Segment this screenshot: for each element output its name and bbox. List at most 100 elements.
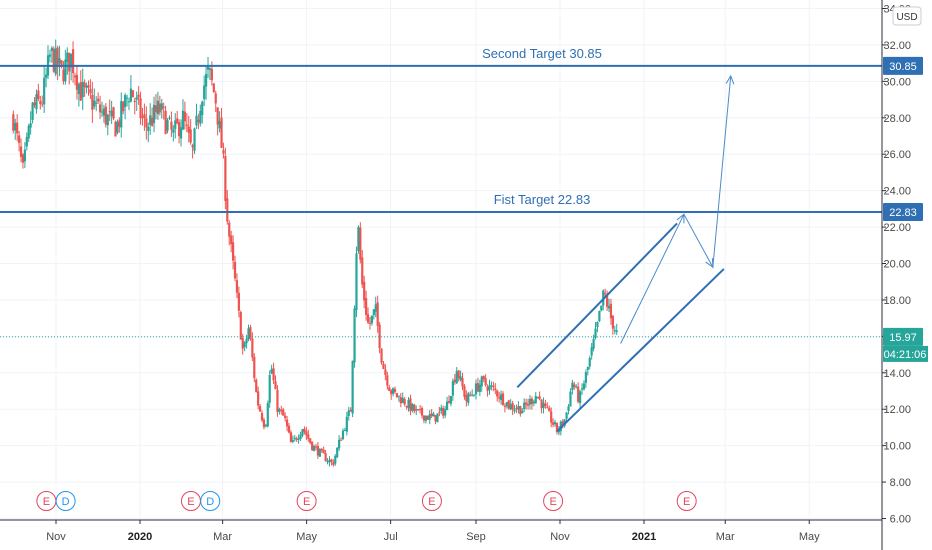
time-tick-label: 2021 (632, 531, 656, 543)
candle-body (390, 390, 393, 395)
price-tick-label: 28.00 (883, 113, 911, 125)
price-tick-label: 8.00 (890, 477, 911, 489)
candle-body (353, 308, 356, 363)
earnings-event-marker[interactable] (543, 491, 564, 511)
candle-body (19, 146, 23, 157)
candle-body (417, 409, 420, 411)
candle-body (472, 395, 476, 397)
level-price-tag (883, 56, 923, 75)
candle-body (496, 390, 499, 397)
candle-body (178, 122, 181, 137)
candle-body (528, 398, 532, 405)
candle-body (239, 312, 242, 340)
candle-body (577, 386, 580, 402)
candle-body (399, 397, 402, 404)
candle-body (43, 77, 46, 105)
candle-body (287, 425, 291, 433)
candle-body (133, 100, 136, 103)
candle-body (363, 281, 366, 301)
time-tick-label: Sep (466, 531, 486, 543)
candle-body (420, 408, 424, 416)
candle-body (523, 402, 526, 410)
target-level-label[interactable]: Second Target 30.85 (482, 46, 602, 61)
dividend-event-marker[interactable] (200, 491, 221, 511)
candle-body (237, 292, 240, 311)
candle-body (380, 348, 383, 363)
candle-body (116, 121, 119, 133)
candle-body (278, 408, 281, 412)
candle-body (370, 315, 373, 324)
candle-body (384, 369, 387, 376)
candle-body (600, 305, 603, 311)
earnings-event-marker[interactable] (421, 491, 442, 511)
candle-body (413, 404, 416, 412)
candle-body (104, 106, 107, 125)
candle-body (21, 154, 25, 163)
candle-body (546, 406, 549, 408)
candle-body (83, 82, 86, 87)
candle-body (555, 422, 559, 433)
currency-badge-text: USD (896, 12, 917, 23)
trend-channel-line (516, 222, 678, 389)
candle-body (465, 395, 468, 402)
candle-body (235, 280, 239, 293)
candle-body (195, 115, 198, 126)
candle-body (430, 413, 433, 416)
earnings-event-marker[interactable] (296, 491, 317, 511)
candle-body (206, 66, 210, 70)
target-level-label[interactable]: Fist Target 22.83 (494, 192, 591, 207)
candle-body (204, 73, 208, 87)
candle-body (31, 102, 34, 120)
candle-body (571, 382, 574, 390)
candle-body (85, 85, 88, 88)
candle-body (521, 410, 524, 414)
time-tick-label: Nov (550, 531, 570, 543)
candle-body (534, 396, 537, 404)
event-marker-letter: D (62, 496, 70, 508)
candle-body (432, 413, 435, 417)
candle-body (339, 439, 343, 441)
candle-body (357, 227, 360, 252)
candle-body (197, 119, 200, 122)
candle-body (208, 68, 212, 70)
candle-body (393, 389, 397, 392)
candle-body (480, 376, 483, 387)
candle-body (71, 49, 75, 74)
candle-body (586, 366, 589, 370)
candle-body (347, 410, 350, 417)
price-tick-label: 6.00 (890, 514, 911, 526)
candle-body (212, 83, 215, 93)
drawings[interactable]: Second Target 30.85 Fist Target 22.83 (0, 46, 882, 432)
price-tick-label: 18.00 (883, 295, 911, 307)
candle-body (68, 52, 71, 72)
candle-body (403, 399, 406, 405)
candle-body (609, 303, 613, 319)
candle-body (517, 406, 520, 410)
time-tick-label: 2020 (128, 531, 152, 543)
currency-badge[interactable] (892, 6, 922, 26)
dividend-event-marker[interactable] (55, 491, 76, 511)
earnings-event-marker[interactable] (676, 491, 697, 511)
candle-body (538, 396, 541, 400)
candle-body (158, 103, 161, 113)
projection-arrowhead (676, 213, 685, 224)
candle-body (615, 330, 618, 333)
candle-body (426, 415, 429, 420)
candle-body (201, 101, 204, 116)
candle-body (110, 110, 113, 117)
candle-body (338, 439, 341, 449)
candle-body (553, 422, 557, 425)
candle-body (544, 403, 547, 406)
candle-body (127, 101, 131, 103)
candle-body (374, 304, 377, 312)
candle-body (376, 302, 379, 326)
candle-body (44, 74, 48, 78)
candle-body (494, 388, 497, 390)
candle-body (525, 402, 528, 405)
candle-body (405, 406, 408, 408)
candle-body (56, 47, 59, 68)
candle-body (397, 395, 400, 397)
candle-body (41, 103, 44, 105)
